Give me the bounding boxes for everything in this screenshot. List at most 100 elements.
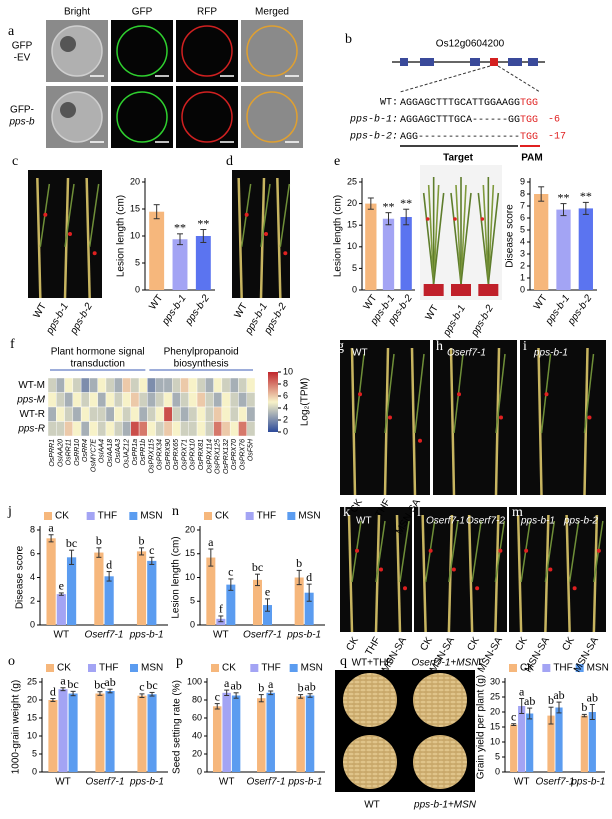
lesion-marker xyxy=(453,217,457,221)
legend-swatch xyxy=(542,664,551,672)
lesion-marker xyxy=(544,392,549,397)
significance-letter: bc xyxy=(66,536,77,550)
plant-leaf xyxy=(384,353,395,434)
heatmap-cell xyxy=(80,421,90,437)
plant-stem xyxy=(395,514,402,633)
lesion-marker xyxy=(451,567,456,572)
panel-letter: r xyxy=(478,654,483,669)
column-label: OsRR10 xyxy=(74,439,81,466)
plant-leaf xyxy=(88,183,100,247)
photo-label: pps-b-1+MSN xyxy=(413,800,477,811)
colorbar-tick-label: 4 xyxy=(283,402,288,412)
sequence-label: pps-b-2: xyxy=(349,131,398,143)
y-tick-label: 5 xyxy=(32,748,37,758)
plant-leaf xyxy=(375,520,386,583)
y-tick-label: 9 xyxy=(520,176,525,186)
plant-leaf xyxy=(477,192,490,285)
target-label: Target xyxy=(443,153,473,164)
y-tick-label: 5 xyxy=(352,263,357,273)
plant-stem xyxy=(565,514,571,633)
significance-letter: b xyxy=(96,534,102,548)
heatmap-cell xyxy=(47,392,57,408)
panel-letter: m xyxy=(512,505,523,520)
heatmap-cell xyxy=(130,406,140,422)
protoplast xyxy=(51,91,103,143)
bar xyxy=(588,712,596,772)
bar xyxy=(58,689,68,772)
pam-sequence: TGG xyxy=(520,132,538,143)
lesion-marker xyxy=(480,217,485,221)
photo-label: Oserf7-1 xyxy=(447,348,486,359)
heatmap-cell xyxy=(56,406,65,422)
heatmap-cell xyxy=(130,421,140,437)
photo-label: GFP xyxy=(132,7,153,18)
panel-letter: l xyxy=(417,505,421,520)
significance-letter: a xyxy=(60,674,66,688)
y-tick-label: 20 xyxy=(490,706,500,716)
heatmap-cell xyxy=(105,406,115,422)
guide-line xyxy=(399,65,491,93)
y-axis-label: Seed setting rate (%) xyxy=(172,680,183,774)
significance-letter: c xyxy=(228,565,233,579)
exon xyxy=(400,58,408,66)
panel-letter: n xyxy=(172,504,179,519)
significance-letter: ab xyxy=(553,688,564,702)
y-tick-label: 15 xyxy=(490,721,500,731)
heatmap-cell xyxy=(80,406,90,422)
y-tick-label: 6 xyxy=(520,212,525,222)
heatmap-cell xyxy=(130,377,140,393)
bar xyxy=(48,700,58,772)
significance-letter: d xyxy=(306,570,312,584)
column-label: OsPRX10 xyxy=(190,439,197,470)
lesion-marker xyxy=(355,548,359,553)
bar xyxy=(222,692,231,772)
significance-letter: a xyxy=(208,535,214,549)
heatmap-cell xyxy=(72,377,82,393)
photo-label: WT xyxy=(32,301,49,320)
colorbar-tick-label: 10 xyxy=(283,366,293,376)
grain-dish xyxy=(343,735,397,789)
y-tick-label: 15 xyxy=(185,548,195,558)
exon xyxy=(420,58,434,66)
heatmap-cell xyxy=(72,406,82,422)
significance: ** xyxy=(558,190,570,204)
photo-label: pps-b xyxy=(8,117,34,128)
bar xyxy=(253,579,262,625)
legend-swatch xyxy=(130,664,138,672)
heatmap-cell xyxy=(72,421,82,437)
legend-swatch xyxy=(46,664,54,672)
panel-letter: c xyxy=(12,154,18,169)
column-label: OsPRX70 xyxy=(231,439,238,470)
heatmap-cell xyxy=(138,406,148,422)
panel-letter: d xyxy=(226,154,233,169)
plant-leaf xyxy=(487,192,500,285)
panel-letter: b xyxy=(345,32,352,47)
heatmap-cell xyxy=(171,421,181,437)
legend-swatch xyxy=(575,664,584,672)
x-tick-label: WT xyxy=(54,630,70,641)
bar xyxy=(534,194,549,290)
heatmap-cell xyxy=(163,421,173,437)
x-tick-label: WT xyxy=(147,293,165,312)
exon xyxy=(490,58,498,66)
significance-letter: d xyxy=(106,557,112,571)
heatmap-cell xyxy=(205,421,214,437)
photo-label: Oserf7-2 xyxy=(466,516,505,527)
heatmap-cell xyxy=(80,392,90,408)
x-tick-label: WT xyxy=(213,630,229,641)
heatmap-cell xyxy=(180,406,189,422)
column-label: OsPRX115 xyxy=(148,439,155,474)
legend-label: MSN xyxy=(141,663,163,674)
y-tick-label: 4 xyxy=(520,236,525,246)
heatmap-cell xyxy=(221,377,231,393)
photo-label: WT xyxy=(356,516,372,527)
plant-leaf xyxy=(495,353,506,434)
pot xyxy=(478,284,499,296)
heatmap-cell xyxy=(229,392,239,408)
heatmap-cell xyxy=(163,406,173,422)
heatmap-cell xyxy=(89,421,98,437)
heatmap-cell xyxy=(221,421,231,437)
significance-letter: c xyxy=(215,689,220,703)
heatmap-cell xyxy=(97,421,107,437)
y-axis-label: Disease score xyxy=(505,204,516,268)
